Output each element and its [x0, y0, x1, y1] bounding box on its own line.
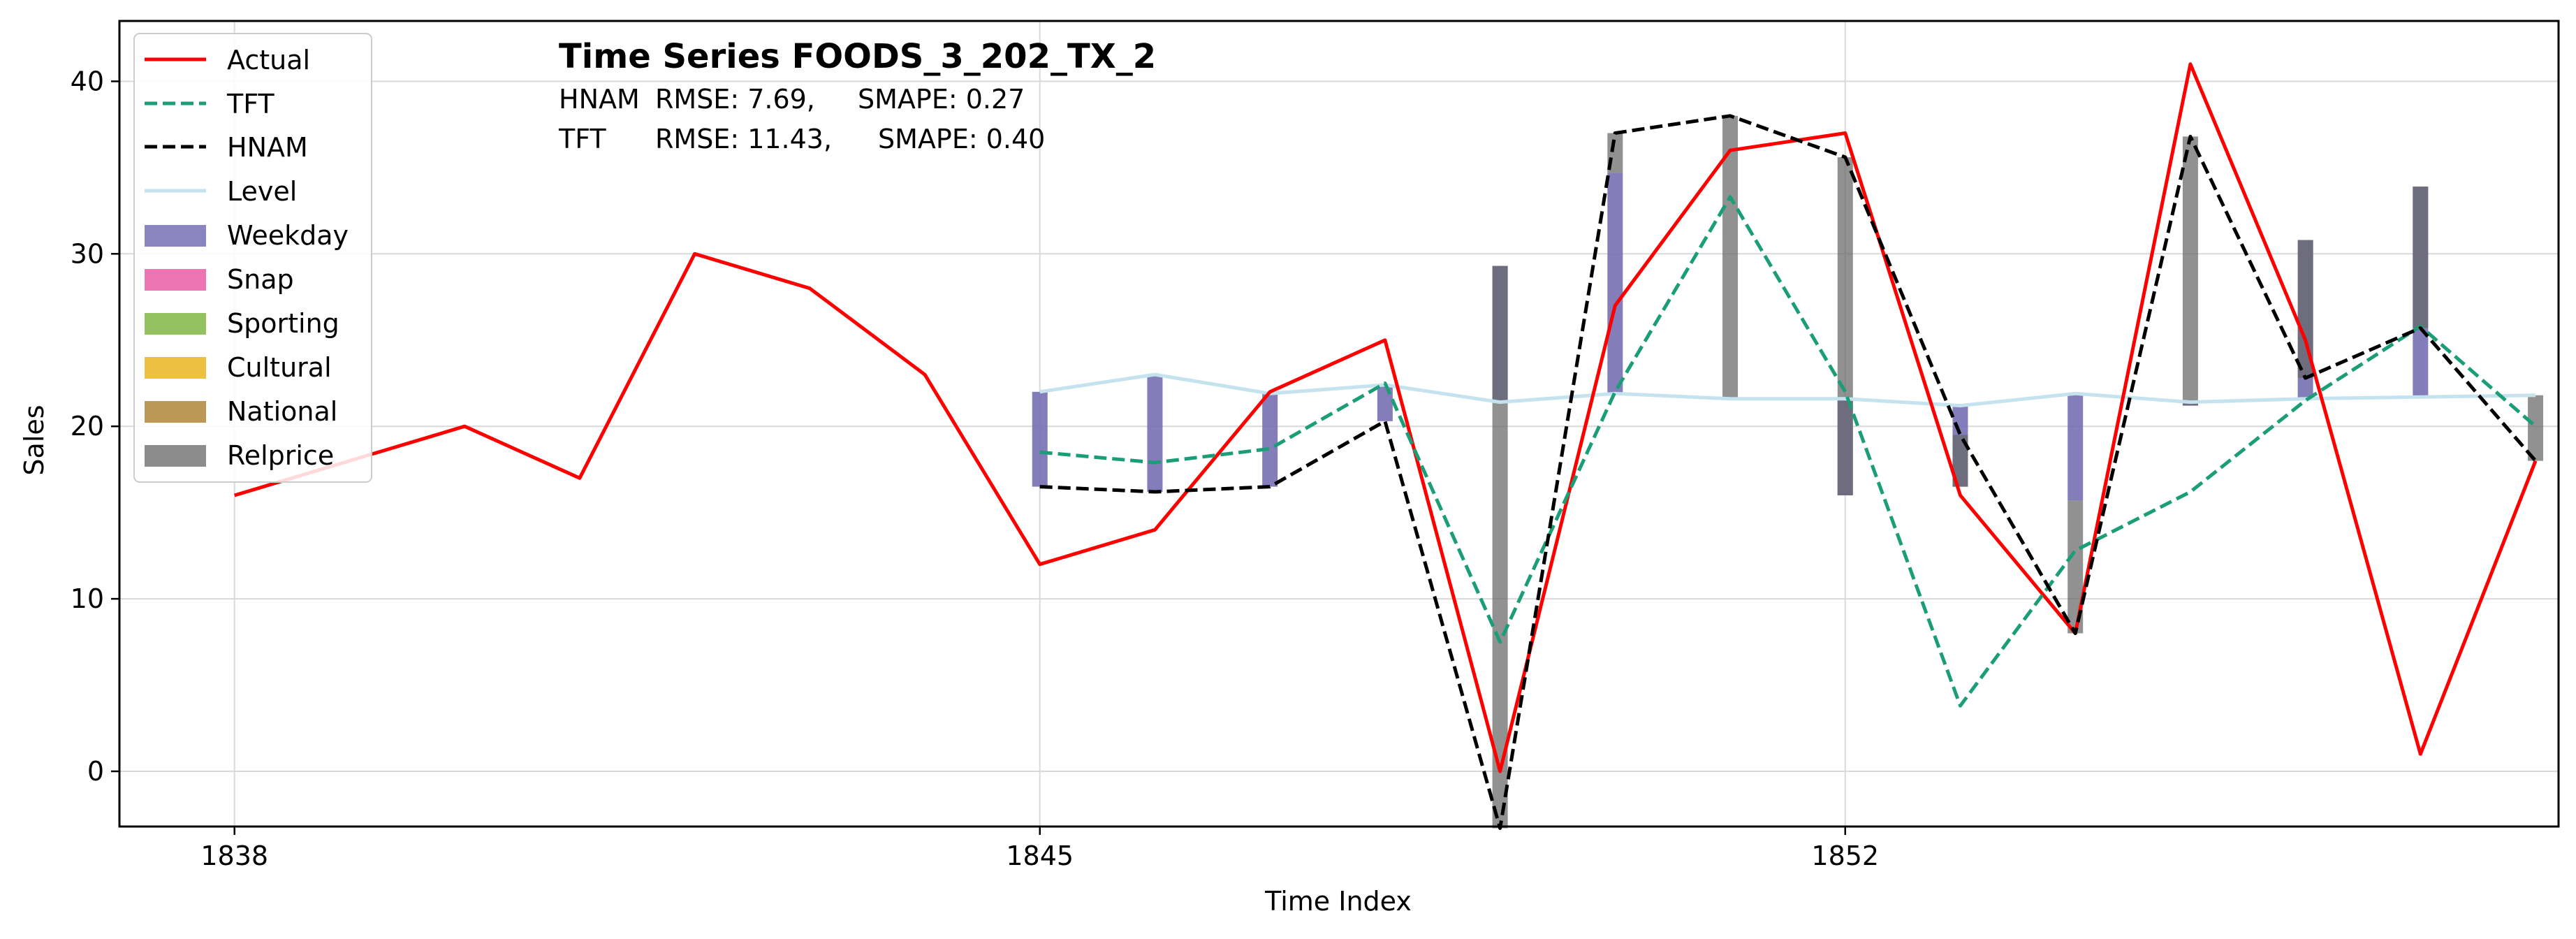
- y-tick-label: 30: [71, 238, 104, 269]
- component-bar-relprice: [2068, 500, 2084, 634]
- legend-swatch-sporting: [145, 313, 206, 335]
- legend-label-weekday: Weekday: [227, 220, 349, 251]
- annotation-box: Time Series FOODS_3_202_TX_2 HNAM RMSE: …: [558, 37, 1156, 154]
- plot-frame: [118, 20, 2560, 828]
- legend-label-national: National: [227, 396, 337, 427]
- component-bar-relprice: [1492, 265, 1508, 829]
- legend-swatch-relprice: [145, 445, 206, 467]
- legend-label-actual: Actual: [227, 45, 310, 75]
- legend-swatch-weekday: [145, 225, 206, 247]
- legend-label-cultural: Cultural: [227, 352, 332, 383]
- legend-swatch-snap: [145, 269, 206, 291]
- x-tick-label: 1838: [200, 840, 268, 871]
- component-bar-weekday: [1607, 173, 1623, 394]
- component-bar-relprice: [2182, 136, 2198, 406]
- legend-swatch-national: [145, 401, 206, 423]
- component-bar-weekday: [1377, 384, 1393, 421]
- component-bar-weekday: [1147, 374, 1163, 493]
- component-bar-relprice: [2297, 240, 2313, 379]
- chart-title: Time Series FOODS_3_202_TX_2: [559, 37, 1156, 76]
- metric-smape-tft: SMAPE: 0.40: [878, 124, 1045, 154]
- component-bar-relprice: [1952, 435, 1968, 487]
- metric-model-hnam: HNAM: [559, 84, 640, 115]
- component-bar-relprice: [1722, 115, 1739, 399]
- series-line-actual: [233, 62, 2538, 773]
- legend-label-snap: Snap: [227, 264, 294, 295]
- component-bar-weekday: [1262, 393, 1278, 487]
- x-tick-label: 1852: [1811, 840, 1879, 871]
- metric-model-tft: TFT: [558, 124, 606, 154]
- y-tick-label: 40: [71, 66, 104, 96]
- metric-rmse-tft: RMSE: 11.43,: [655, 124, 832, 154]
- legend-swatch-cultural: [145, 357, 206, 379]
- series-line-tft: [1039, 195, 2537, 708]
- legend-label-tft: TFT: [226, 89, 275, 119]
- legend-label-relprice: Relprice: [227, 440, 334, 471]
- metric-rmse-hnam: RMSE: 7.69,: [655, 84, 815, 115]
- series-lines: [233, 62, 2538, 830]
- y-tick-label: 10: [71, 583, 104, 614]
- metric-smape-hnam: SMAPE: 0.27: [858, 84, 1025, 115]
- series-line-level: [1039, 372, 2536, 408]
- y-tick-label: 20: [71, 411, 104, 442]
- legend-label-level: Level: [227, 176, 297, 207]
- legend-label-sporting: Sporting: [227, 308, 339, 339]
- y-tick-label: 0: [87, 756, 104, 787]
- x-tick-label: 1845: [1006, 840, 1074, 871]
- component-bar-relprice: [2413, 187, 2429, 328]
- component-bar-relprice: [2528, 395, 2544, 461]
- legend: Actual TFT HNAM Level Weekday Snap Sport…: [133, 33, 372, 483]
- axis-ticks: 1838 1845 1852 0 10 20 30 40: [71, 66, 1879, 871]
- x-axis-label: Time Index: [1264, 886, 1412, 917]
- component-bar-weekday: [2068, 393, 2084, 501]
- component-bar-weekday: [1032, 391, 1048, 487]
- component-bar-relprice: [1837, 157, 1853, 495]
- legend-label-hnam: HNAM: [227, 132, 308, 163]
- y-axis-label: Sales: [19, 405, 50, 475]
